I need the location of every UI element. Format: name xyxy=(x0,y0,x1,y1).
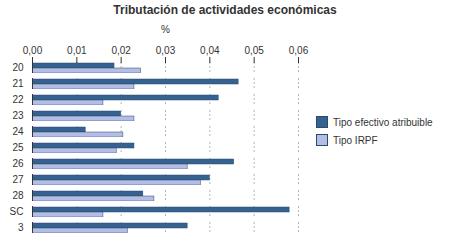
svg-text:20: 20 xyxy=(12,62,24,73)
svg-text:23: 23 xyxy=(12,110,24,121)
svg-text:%: % xyxy=(161,24,170,35)
svg-text:0,04: 0,04 xyxy=(200,45,220,56)
svg-text:25: 25 xyxy=(12,142,24,153)
svg-text:22: 22 xyxy=(12,94,24,105)
html-text:Tipo IRPF: Tipo IRPF xyxy=(333,134,378,146)
svg-text:3: 3 xyxy=(18,222,24,233)
svg-text:26: 26 xyxy=(12,158,24,169)
svg-text:0,03: 0,03 xyxy=(156,45,176,56)
svg-text:0,06: 0,06 xyxy=(289,45,309,56)
svg-text:SC: SC xyxy=(10,206,24,217)
svg-text:0,00: 0,00 xyxy=(23,45,43,56)
svg-text:0,01: 0,01 xyxy=(67,45,87,56)
svg-text:28: 28 xyxy=(12,190,24,201)
svg-text:24: 24 xyxy=(12,126,24,137)
html-text:Tipo efectivo atribuible: Tipo efectivo atribuible xyxy=(333,116,433,128)
svg-text:0,02: 0,02 xyxy=(111,45,131,56)
svg-text:21: 21 xyxy=(12,78,24,89)
html-text:Tributación de actividades eco: Tributación de actividades económicas xyxy=(113,3,337,17)
svg-text:27: 27 xyxy=(12,174,24,185)
svg-text:0,05: 0,05 xyxy=(244,45,264,56)
